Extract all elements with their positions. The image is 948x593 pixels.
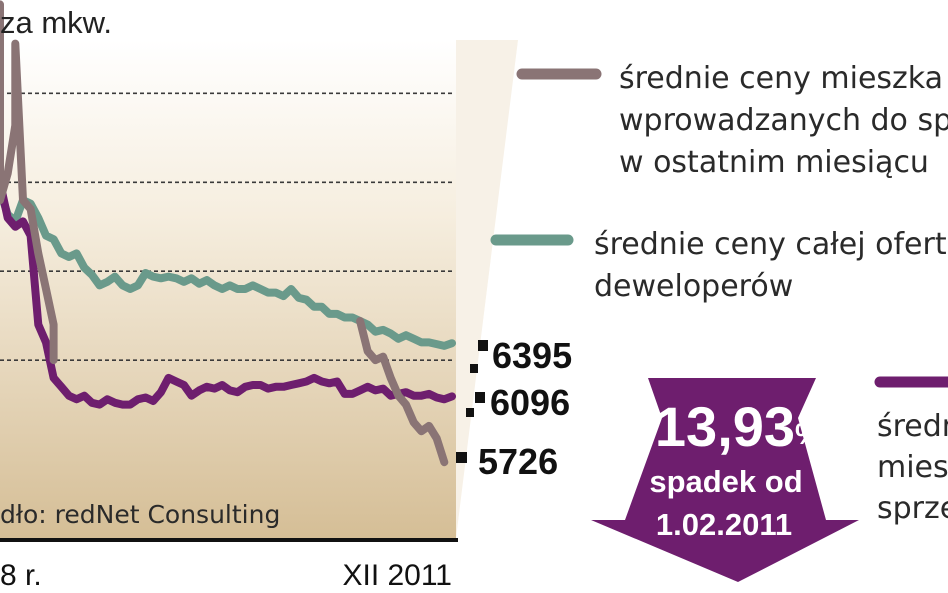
- series-lines: [0, 0, 456, 467]
- source-text: dło: redNet Consulting: [0, 500, 280, 529]
- end-value-series-0: 5726: [478, 441, 558, 482]
- series-line-2: [0, 178, 456, 409]
- decline-arrow-shape: [591, 378, 859, 582]
- legend: średnie ceny mieszka wprowadzanych do sp…: [490, 61, 948, 526]
- decline-value: -13,93: [636, 395, 795, 458]
- decline-unit: %: [795, 418, 822, 451]
- legend-label-series-1-line-2: deweloperów: [594, 269, 793, 304]
- legend-label-series-0-line-3: w ostatnim miesiącu: [619, 145, 929, 180]
- series-line-0-segment-0: [0, 0, 58, 365]
- y-axis-label: za mkw.: [0, 5, 112, 40]
- legend-label-series-0-line-1: średnie ceny mieszka: [619, 61, 943, 96]
- decline-annotation: -13,93% spadek od 1.02.2011: [591, 378, 859, 582]
- end-value-series-1: 6395: [492, 335, 572, 376]
- decline-line-3: 1.02.2011: [656, 507, 792, 542]
- series-line-0-segment-1: [356, 317, 449, 467]
- x-tick-start: 8 r.: [0, 559, 42, 592]
- svg-text:-13,93%: -13,93%: [636, 395, 821, 458]
- end-label-series-1: 6395: [470, 335, 572, 376]
- legend-label-series-2-line-1: średn: [877, 409, 948, 444]
- end-label-series-2: 6096: [466, 382, 570, 423]
- end-marker-series-0: [456, 452, 467, 463]
- series-line-1: [0, 187, 456, 350]
- legend-label-series-2-line-3: sprze: [877, 491, 948, 526]
- x-tick-end: XII 2011: [342, 559, 452, 592]
- legend-label-series-1-line-1: średnie ceny całej ofert: [594, 227, 947, 262]
- end-marker-series-1: [478, 340, 488, 351]
- end-label-series-0: 5726: [456, 441, 558, 482]
- end-marker-series-2: [475, 392, 485, 403]
- end-marker-small-series-2: [466, 408, 474, 417]
- decline-line-2: spadek od: [649, 464, 802, 499]
- legend-label-series-0-line-2: wprowadzanych do sp: [619, 103, 948, 138]
- end-value-series-2: 6096: [490, 382, 570, 423]
- legend-label-series-2-line-2: mies: [877, 450, 948, 485]
- end-marker-small-series-1: [470, 364, 478, 373]
